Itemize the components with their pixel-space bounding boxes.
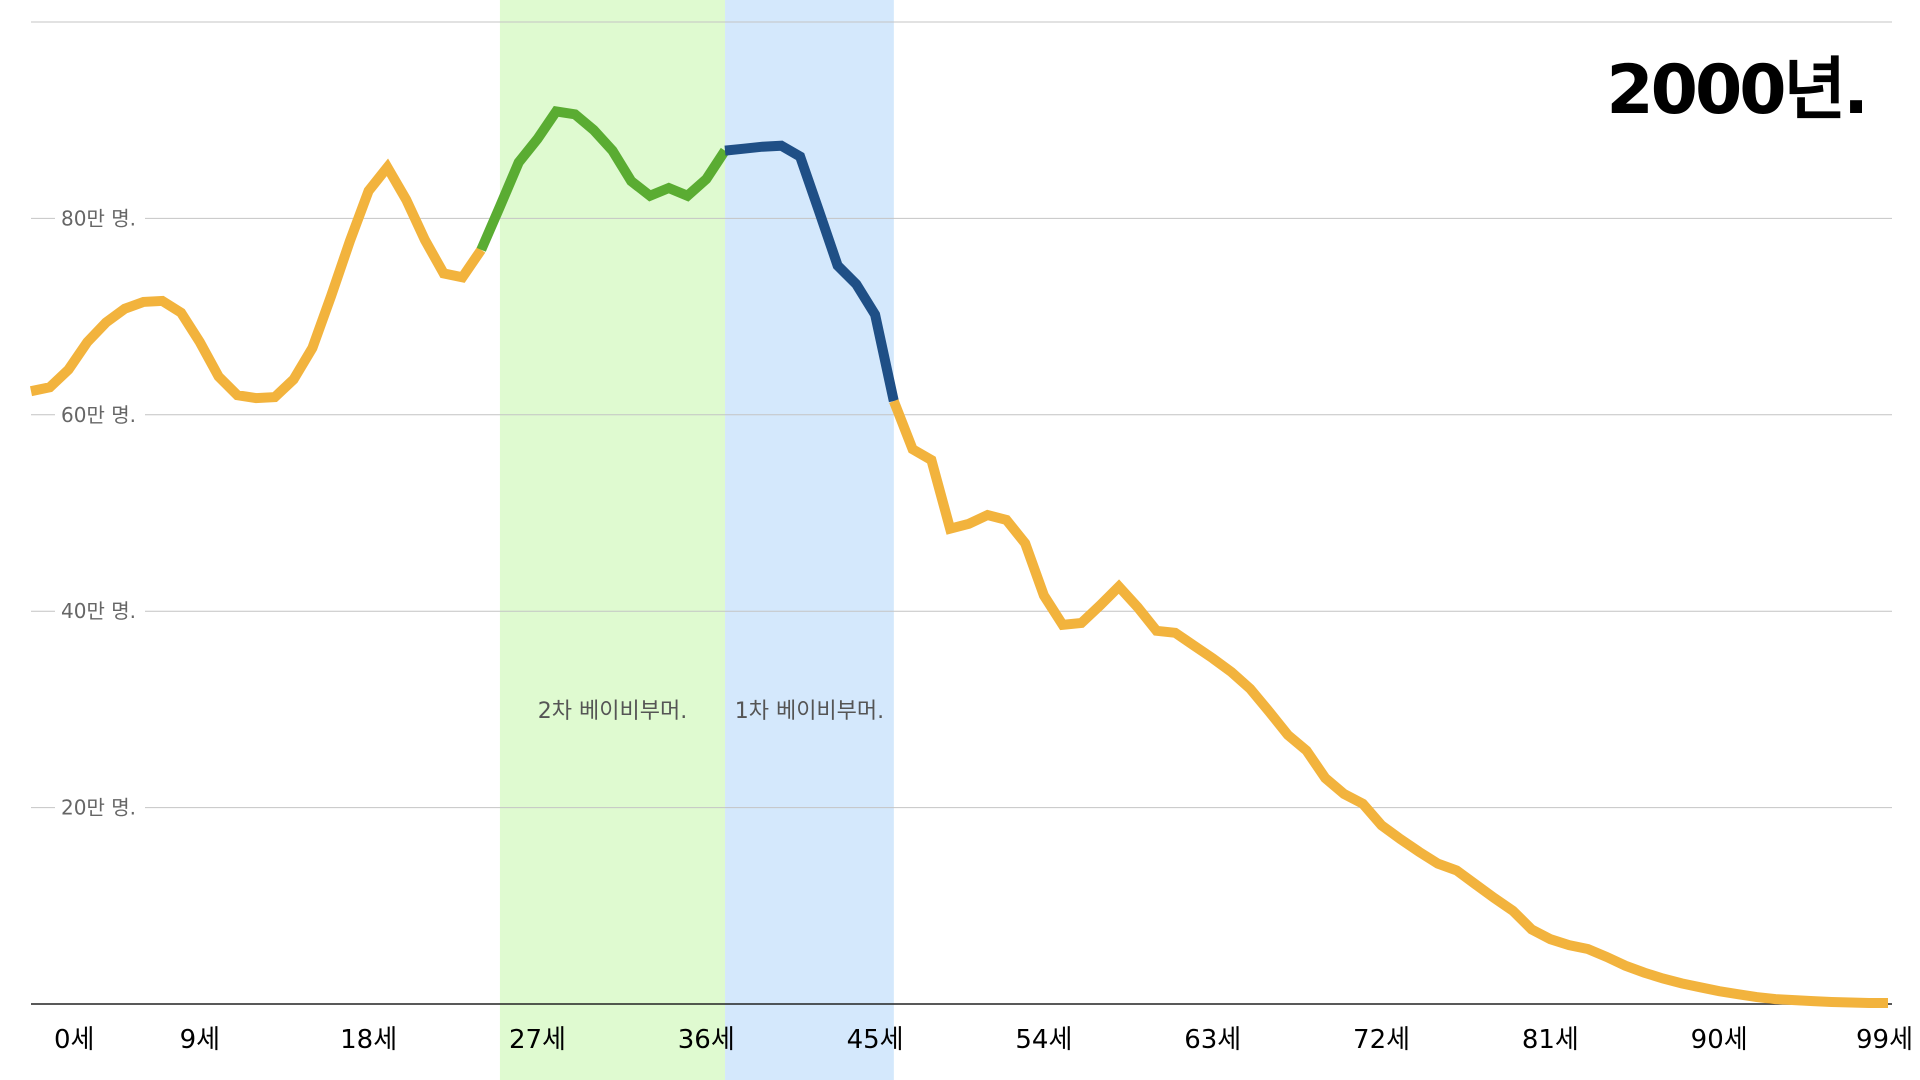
ytick-label-60: 60만 명. [61, 403, 136, 427]
xtick-label-63: 63세 [1184, 1025, 1241, 1055]
xtick-label-0: 0세 [54, 1025, 94, 1055]
xtick-label-72: 72세 [1353, 1025, 1410, 1055]
xtick-label-99: 99세 [1856, 1025, 1913, 1055]
band-label-2: 1차 베이비부머. [735, 699, 884, 724]
xtick-label-81: 81세 [1522, 1025, 1579, 1055]
xtick-label-45: 45세 [847, 1025, 904, 1055]
grid-layer: 20만 명. 40만 명. 60만 명. 80만 명. [31, 21, 1892, 1005]
band-label-1: 2차 베이비부머. [538, 699, 687, 724]
ytick-label-40: 40만 명. [61, 599, 136, 623]
band-1 [499, 0, 726, 1080]
xtick-label-36: 36세 [678, 1025, 735, 1055]
xtick-label-18: 18세 [340, 1025, 397, 1055]
ytick-label-bg [55, 400, 145, 429]
ytick-label-bg [55, 204, 145, 233]
chart-title: 2000년. [1606, 51, 1866, 130]
bands-layer: 2차 베이비부머. 1차 베이비부머. [499, 0, 894, 1080]
series-line-segment-4 [889, 399, 1888, 1008]
series-line-segment-3 [724, 140, 899, 403]
xtick-label-54: 54세 [1015, 1025, 1072, 1055]
ytick-label-20: 20만 명. [61, 796, 136, 820]
xtick-label-27: 27세 [509, 1025, 566, 1055]
x-axis: 0세 9세 18세 27세 36세 45세 54세 63세 72세 81세 90세 99세 [54, 1025, 1913, 1055]
series-line-segment-2 [476, 105, 730, 252]
band-2 [725, 0, 894, 1080]
line-layer [29, 105, 1888, 1008]
ytick-label-80: 80만 명. [61, 206, 136, 230]
series-line-segment-1 [29, 158, 486, 404]
xtick-label-90: 90세 [1691, 1025, 1748, 1055]
ytick-label-bg [55, 793, 145, 822]
xtick-label-9: 9세 [180, 1025, 220, 1055]
ytick-label-bg [55, 597, 145, 626]
